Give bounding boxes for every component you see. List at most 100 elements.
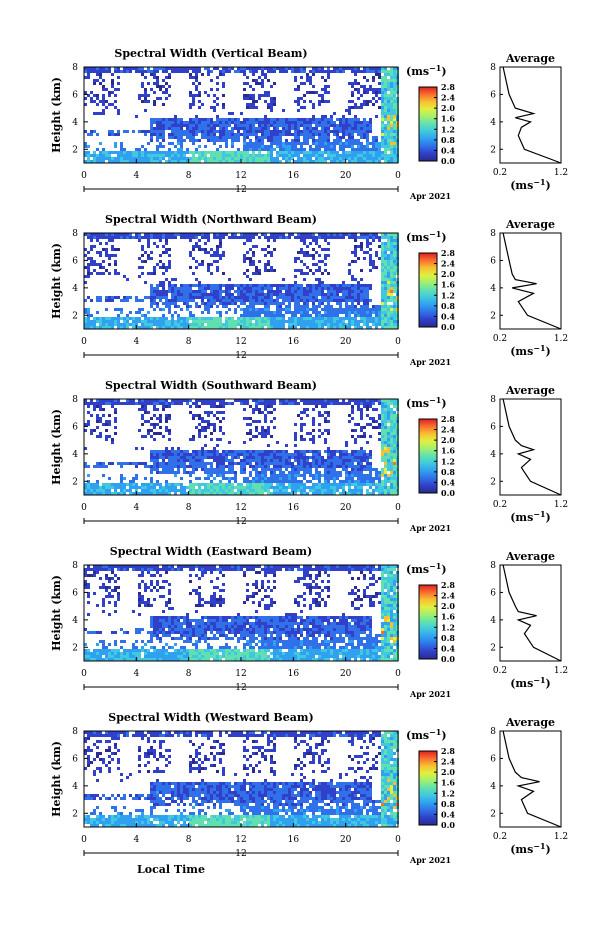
heatmap-cell: [393, 106, 396, 109]
heatmap-cell: [270, 402, 273, 405]
heatmap-cell: [357, 142, 360, 145]
heatmap-cell: [393, 88, 396, 91]
heatmap-cell: [210, 405, 213, 408]
heatmap-cell: [306, 236, 309, 239]
heatmap-cell: [318, 320, 321, 323]
heatmap-cell: [393, 272, 396, 275]
heatmap-cell: [90, 432, 93, 435]
heatmap-cell: [183, 453, 186, 456]
heatmap-cell: [321, 100, 324, 103]
heatmap-cell: [243, 308, 246, 311]
heatmap-cell: [174, 293, 177, 296]
heatmap-cell: [267, 121, 270, 124]
heatmap-cell: [318, 411, 321, 414]
heatmap-cell: [234, 302, 237, 305]
heatmap-cell: [267, 465, 270, 468]
heatmap-cell: [384, 281, 387, 284]
heatmap-cell: [249, 296, 252, 299]
heatmap-cell: [102, 320, 105, 323]
heatmap-cell: [144, 296, 147, 299]
heatmap-cell: [285, 444, 288, 447]
heatmap-cell: [240, 486, 243, 489]
heatmap-cell: [300, 483, 303, 486]
avg-y-tick-label: 4: [490, 284, 496, 294]
heatmap-cell: [195, 426, 198, 429]
heatmap-cell: [174, 326, 177, 329]
heatmap-cell: [168, 151, 171, 154]
heatmap-cell: [246, 326, 249, 329]
heatmap-cell: [105, 323, 108, 326]
heatmap-cell: [366, 130, 369, 133]
heatmap-cell: [195, 160, 198, 163]
heatmap-cell: [315, 242, 318, 245]
heatmap-cell: [171, 399, 174, 402]
heatmap-cell: [345, 157, 348, 160]
heatmap-cell: [186, 308, 189, 311]
heatmap-cell: [306, 142, 309, 145]
heatmap-cell: [255, 477, 258, 480]
heatmap-cell: [225, 124, 228, 127]
heatmap-cell: [336, 133, 339, 136]
heatmap-cell: [162, 435, 165, 438]
heatmap-cell: [270, 236, 273, 239]
heatmap-cell: [156, 483, 159, 486]
heatmap-cell: [300, 124, 303, 127]
heatmap-cell: [192, 97, 195, 100]
heatmap-cell: [204, 136, 207, 139]
heatmap-cell: [105, 423, 108, 426]
heatmap-cell: [99, 432, 102, 435]
heatmap-cell: [180, 157, 183, 160]
heatmap-cell: [171, 471, 174, 474]
heatmap-cell: [228, 462, 231, 465]
heatmap-cell: [102, 408, 105, 411]
heatmap-cell: [219, 453, 222, 456]
heatmap-cell: [273, 426, 276, 429]
heatmap-cell: [171, 278, 174, 281]
heatmap-cell: [102, 260, 105, 263]
heatmap-cell: [210, 320, 213, 323]
heatmap-cell: [105, 308, 108, 311]
heatmap-cell: [282, 399, 285, 402]
heatmap-cell: [258, 465, 261, 468]
heatmap-cell: [171, 462, 174, 465]
heatmap-cell: [327, 459, 330, 462]
x-tick-label: 12: [235, 337, 246, 347]
heatmap-cell: [255, 130, 258, 133]
heatmap-cell: [360, 151, 363, 154]
heatmap-cell: [228, 492, 231, 495]
heatmap-cell: [216, 287, 219, 290]
heatmap-cell: [264, 136, 267, 139]
heatmap-cell: [90, 91, 93, 94]
heatmap-cell: [384, 248, 387, 251]
heatmap-cell: [114, 233, 117, 236]
heatmap-cell: [315, 465, 318, 468]
heatmap-cell: [84, 399, 87, 402]
heatmap-cell: [267, 239, 270, 242]
heatmap-cell: [105, 248, 108, 251]
heatmap-cell: [246, 239, 249, 242]
heatmap-cell: [150, 489, 153, 492]
heatmap-cell: [273, 139, 276, 142]
heatmap-cell: [93, 154, 96, 157]
heatmap-cell: [312, 148, 315, 151]
heatmap-cell: [384, 115, 387, 118]
heatmap-cell: [153, 130, 156, 133]
heatmap-cell: [153, 73, 156, 76]
heatmap-cell: [273, 450, 276, 453]
heatmap-cell: [225, 233, 228, 236]
heatmap-cell: [153, 296, 156, 299]
heatmap-cell: [387, 233, 390, 236]
heatmap-cell: [345, 233, 348, 236]
heatmap-cell: [318, 486, 321, 489]
heatmap-cell: [327, 151, 330, 154]
heatmap-cell: [210, 474, 213, 477]
heatmap-cell: [336, 136, 339, 139]
heatmap-cell: [300, 287, 303, 290]
heatmap-cell: [300, 456, 303, 459]
heatmap-cell: [153, 408, 156, 411]
heatmap-cell: [324, 127, 327, 130]
heatmap-cell: [339, 67, 342, 70]
heatmap-cell: [300, 492, 303, 495]
heatmap-cell: [177, 133, 180, 136]
heatmap-cell: [144, 462, 147, 465]
